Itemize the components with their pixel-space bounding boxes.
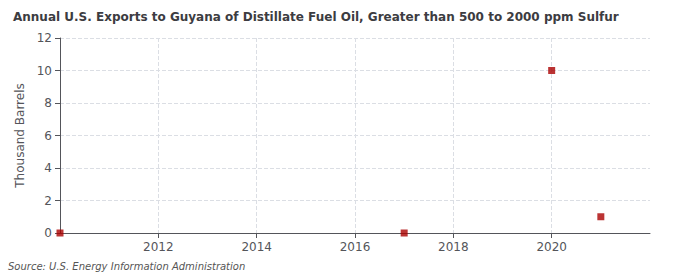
svg-text:2018: 2018 [438,240,469,254]
svg-text:2: 2 [44,194,52,208]
svg-text:8: 8 [44,96,52,110]
svg-text:Source: U.S. Energy Informatio: Source: U.S. Energy Information Administ… [8,261,245,272]
svg-text:2020: 2020 [536,240,567,254]
svg-text:6: 6 [44,129,52,143]
svg-text:0: 0 [44,226,52,240]
svg-text:2014: 2014 [241,240,272,254]
svg-text:Annual U.S. Exports to Guyana: Annual U.S. Exports to Guyana of Distill… [13,10,619,24]
svg-text:2016: 2016 [340,240,371,254]
svg-text:10: 10 [37,64,52,78]
svg-text:12: 12 [37,31,52,45]
svg-text:Thousand Barrels: Thousand Barrels [13,83,27,188]
svg-text:4: 4 [44,161,52,175]
svg-text:2012: 2012 [143,240,174,254]
